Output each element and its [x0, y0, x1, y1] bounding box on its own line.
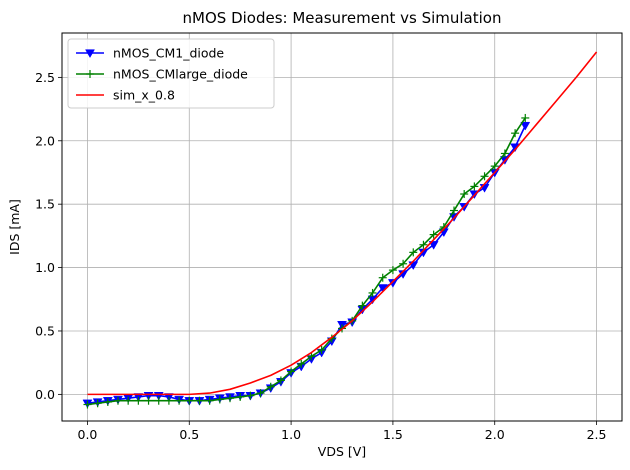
ticks: 0.0 0.5 1.0 1.5 2.0 2.5 0.0 0.5 1.0 1.5 2.0 2.5	[35, 70, 606, 442]
data-point	[134, 396, 143, 405]
data-point	[236, 392, 245, 401]
plot-frame	[61, 32, 623, 422]
data-point	[114, 396, 122, 405]
data-point	[195, 396, 204, 405]
y-tick-label: 0.5	[35, 323, 55, 338]
data-point	[185, 396, 194, 405]
data-point	[287, 367, 296, 376]
data-point	[256, 389, 265, 398]
data-point	[368, 288, 377, 297]
legend-marker	[86, 70, 94, 78]
data-point	[429, 230, 438, 239]
y-tick-label: 1.0	[35, 260, 55, 275]
x-axis-title: VDS [V]	[318, 444, 366, 459]
data-point	[460, 190, 469, 199]
data-point	[317, 345, 326, 354]
series-line	[87, 51, 598, 396]
data-point	[378, 273, 387, 282]
legend: nMOS_CM1_diode nMOS_CMlarge_diode sim_x_0.…	[67, 38, 275, 109]
data-point	[144, 396, 153, 405]
x-tick-label: 2.0	[485, 427, 505, 442]
legend-entry: nMOS_CM1_diode	[76, 46, 224, 61]
legend-label: nMOS_CMlarge_diode	[113, 67, 248, 82]
data-point	[297, 359, 306, 368]
data-point	[450, 206, 458, 215]
y-tick-label: 2.5	[35, 70, 55, 85]
data-point	[399, 259, 408, 268]
data-point	[480, 172, 489, 181]
data-point	[521, 113, 530, 122]
series-layer	[82, 51, 598, 409]
data-point	[93, 399, 102, 408]
legend-box	[67, 38, 275, 109]
legend-entry: sim_x_0.8	[76, 88, 175, 103]
legend-marker	[85, 49, 95, 59]
data-point	[520, 121, 531, 131]
data-point	[83, 400, 92, 409]
data-point	[470, 182, 479, 191]
data-point	[428, 241, 439, 250]
data-point	[124, 396, 133, 405]
x-tick-label: 1.5	[383, 427, 403, 442]
data-point	[266, 382, 275, 391]
y-tick-label: 2.0	[35, 133, 55, 148]
data-point	[246, 391, 255, 400]
legend-entry: nMOS_CMlarge_diode	[76, 67, 248, 82]
x-tick-label: 0.0	[78, 427, 98, 442]
data-point	[409, 248, 418, 257]
data-point	[164, 396, 173, 405]
y-tick-label: 0.0	[35, 387, 55, 402]
data-point	[490, 162, 499, 171]
series-sim_x_0.8	[87, 51, 598, 396]
data-point	[175, 396, 184, 405]
y-axis-title: IDS [mA]	[7, 199, 22, 255]
data-point	[205, 396, 214, 405]
data-point	[419, 240, 428, 249]
chart-title: nMOS Diodes: Measurement vs Simulation	[183, 9, 502, 27]
data-point	[307, 352, 316, 361]
y-tick-label: 1.5	[35, 197, 55, 212]
data-point	[226, 394, 234, 403]
x-tick-label: 2.5	[587, 427, 607, 442]
data-point	[388, 266, 397, 275]
legend-label: nMOS_CM1_diode	[113, 46, 224, 61]
data-point	[103, 397, 112, 406]
data-point	[276, 376, 285, 385]
data-point	[511, 129, 520, 138]
x-tick-label: 1.0	[281, 427, 301, 442]
data-point	[215, 395, 224, 404]
legend-label: sim_x_0.8	[113, 88, 175, 103]
data-point	[500, 149, 509, 158]
series-nMOS_CMlarge_diode	[83, 113, 530, 409]
x-tick-label: 0.5	[179, 427, 199, 442]
data-point	[358, 301, 367, 310]
data-point	[154, 396, 163, 405]
